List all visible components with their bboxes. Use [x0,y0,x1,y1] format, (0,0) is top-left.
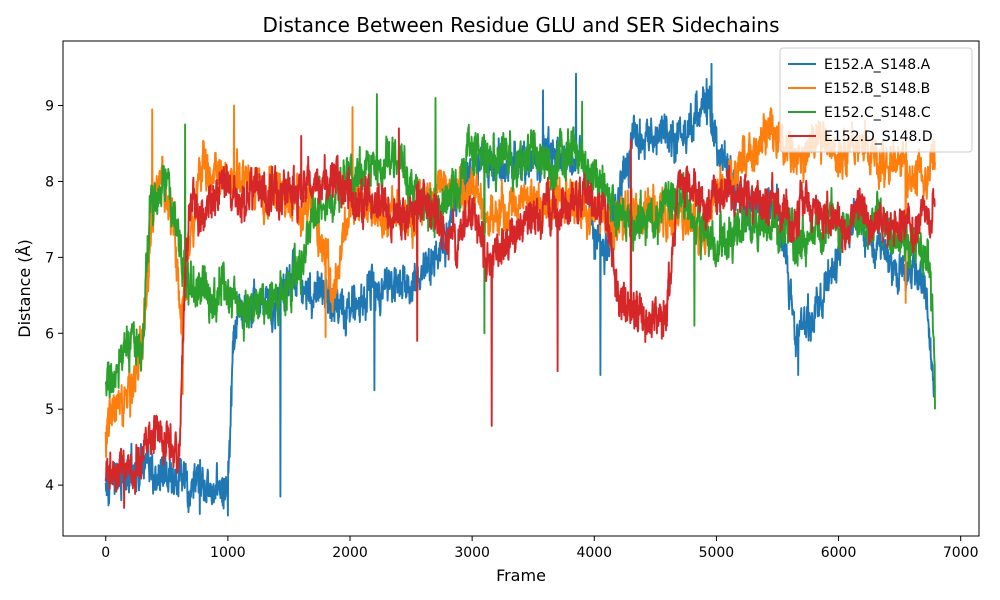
legend-entry: E152.C_S148.C [824,105,931,121]
series-line-4 [104,127,936,509]
plot-frame [62,40,980,537]
y-axis-label: Distance (Å) [15,239,34,337]
y-tick-label: 9 [45,99,54,115]
x-tick-label: 3000 [454,545,490,561]
x-axis: 0 1000 2000 3000 4000 5000 6000 7000 [101,536,979,561]
y-tick-label: 6 [45,326,54,342]
y-tick-label: 7 [45,250,54,266]
x-tick-label: 1000 [210,545,246,561]
y-tick-label: 8 [45,174,54,190]
legend: E152.A_S148.A E152.B_S148.B E152.C_S148.C E… [779,47,973,153]
y-tick-label: 5 [45,402,54,418]
legend-entry: E152.A_S148.A [824,57,931,73]
x-tick-label: 6000 [821,545,857,561]
x-tick-label: 0 [101,545,110,561]
x-tick-label: 2000 [332,545,368,561]
y-tick-label: 4 [45,478,54,494]
legend-box [779,47,973,153]
series-layer [104,62,936,517]
x-axis-label: Frame [496,566,546,585]
x-tick-label: 7000 [943,545,979,561]
x-tick-label: 5000 [699,545,735,561]
legend-entry: E152.B_S148.B [824,81,930,97]
x-tick-label: 4000 [576,545,612,561]
y-axis: 4 5 6 7 8 9 [45,99,63,494]
chart-title: Distance Between Residue GLU and SER Sid… [262,13,779,37]
legend-entry: E152.D_S148.D [824,129,933,145]
